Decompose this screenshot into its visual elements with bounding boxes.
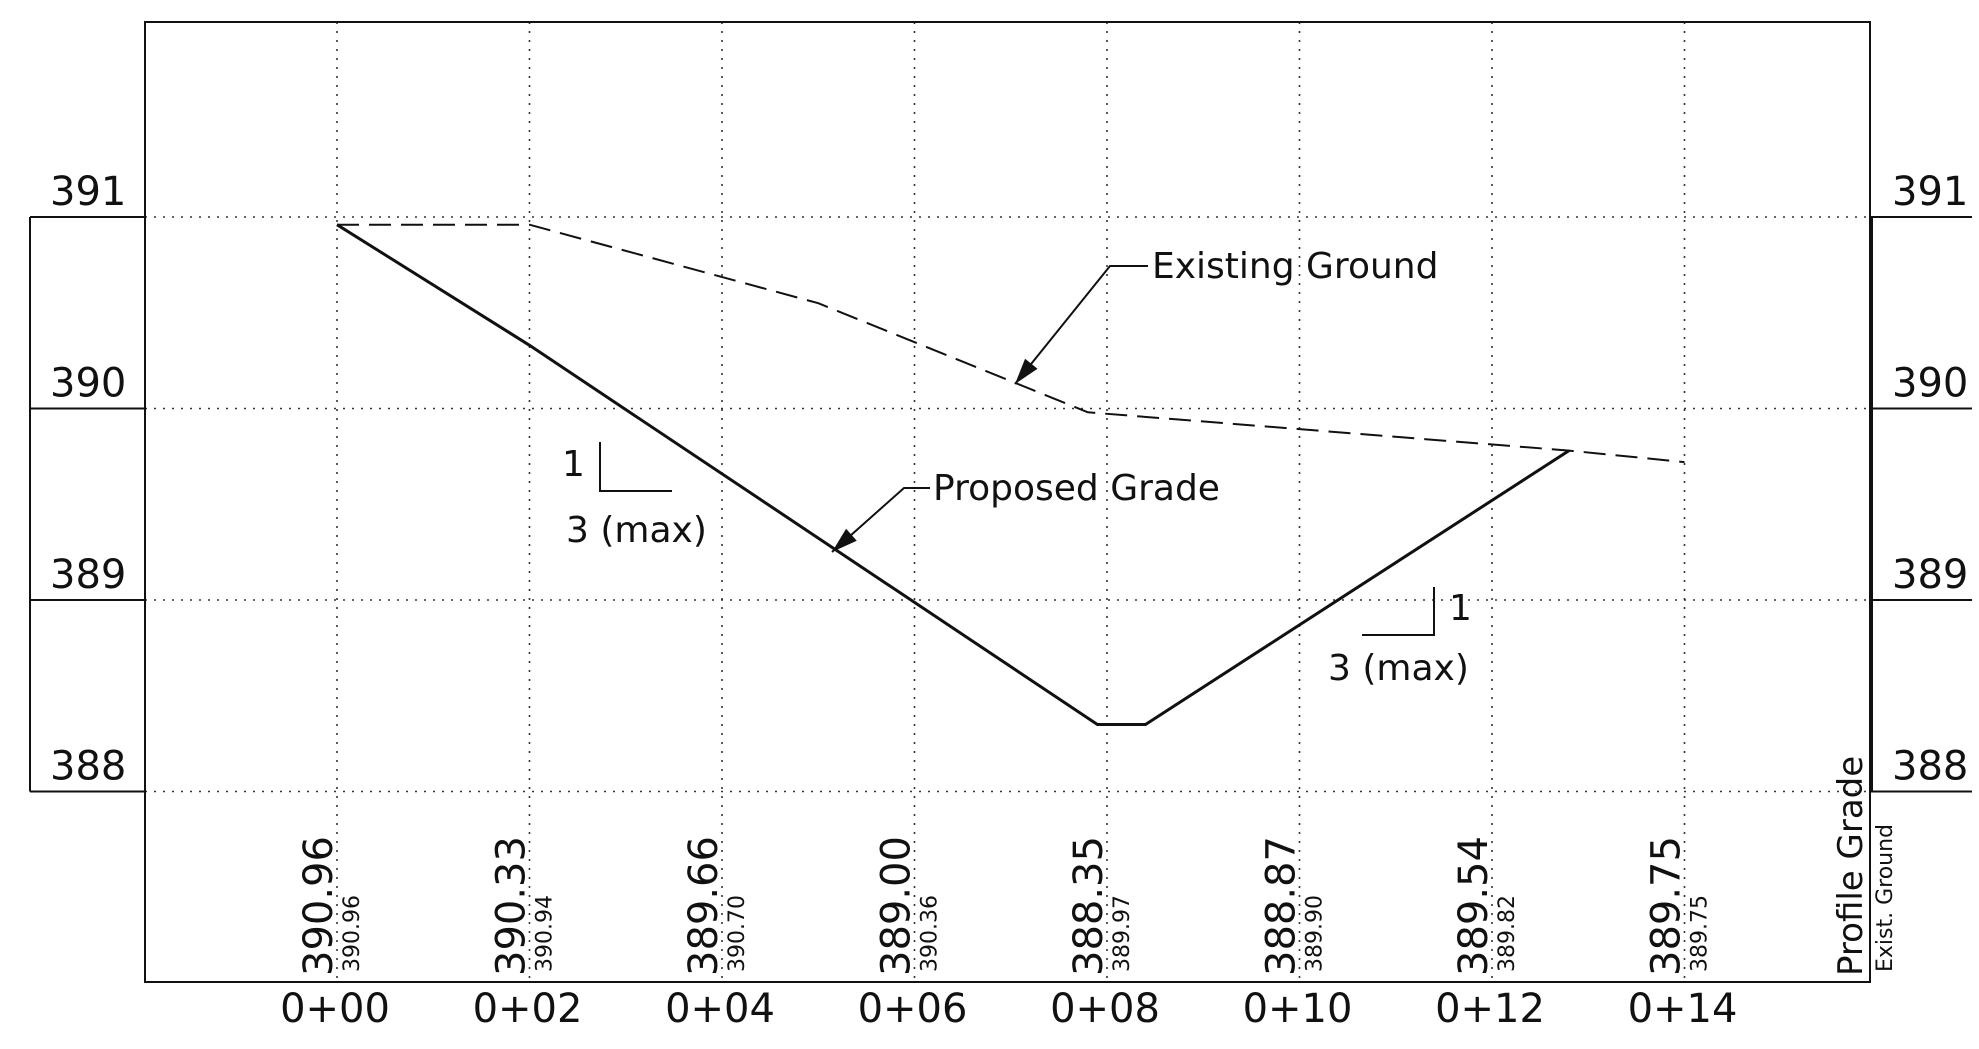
annotations: Existing Ground Proposed Grade 1 3 (max) 1 3 … [562, 246, 1472, 689]
proposed-grade-value: 388.35 [1066, 836, 1112, 976]
slope-run-right: 3 (max) [1328, 648, 1469, 689]
proposed-grade-value: 389.75 [1644, 836, 1690, 976]
existing-ground-value: 390.36 [918, 895, 943, 972]
existing-ground-value: 389.97 [1110, 895, 1135, 972]
y-tick-label-left: 388 [50, 744, 126, 790]
proposed-grade-value: 389.66 [681, 836, 727, 976]
slope-symbol-left [599, 442, 672, 492]
proposed-grade-leader [831, 487, 930, 553]
existing-ground-value: 390.96 [340, 895, 365, 972]
slope-rise-right: 1 [1449, 588, 1472, 629]
y-tick-label-left: 389 [50, 552, 126, 598]
x-tick-label: 0+10 [1243, 986, 1353, 1032]
existing-ground-value: 390.70 [725, 895, 750, 972]
x-tick-label: 0+12 [1435, 986, 1545, 1032]
x-tick-label: 0+14 [1628, 986, 1738, 1032]
x-tick-label: 0+04 [665, 986, 775, 1032]
proposed-grade-arrowhead [832, 528, 857, 552]
chart-frame [29, 21, 1972, 983]
slope-symbol-right [1362, 587, 1435, 636]
y-tick-label-right: 389 [1892, 552, 1968, 598]
labels: 388 388 389 389 390 390 391 391 0+00 390.96390.96… [50, 169, 1968, 1032]
y-tick-label-right: 391 [1892, 169, 1968, 215]
series-lines [336, 223, 1685, 726]
proposed-grade-value: 389.54 [1451, 836, 1497, 976]
y-tick-label-left: 391 [50, 169, 126, 215]
row-label-profile-grade: Profile Grade [1831, 756, 1871, 976]
slope-rise-left: 1 [562, 444, 585, 485]
existing-ground-leader [1014, 265, 1148, 385]
x-tick-label: 0+00 [280, 986, 390, 1032]
x-tick-label: 0+08 [1050, 986, 1160, 1032]
x-tick-label: 0+06 [858, 986, 968, 1032]
series-line-existing-ground [337, 223, 1685, 464]
x-tick-label: 0+02 [473, 986, 583, 1032]
proposed-grade-label: Proposed Grade [933, 468, 1220, 509]
proposed-grade-value: 389.00 [874, 836, 920, 976]
y-tick-label-right: 390 [1892, 361, 1968, 407]
y-tick-label-right: 388 [1892, 744, 1968, 790]
existing-ground-arrowhead [1015, 358, 1038, 384]
proposed-grade-value: 388.87 [1259, 836, 1305, 976]
proposed-grade-value: 390.96 [296, 836, 342, 976]
existing-ground-value: 389.90 [1303, 895, 1328, 972]
y-tick-label-left: 390 [50, 361, 126, 407]
series-line-proposed-grade [336, 223, 1570, 726]
proposed-grade-value: 390.33 [489, 836, 535, 976]
existing-ground-value: 390.94 [533, 895, 558, 972]
slope-run-left: 3 (max) [566, 510, 707, 551]
plot-frame [144, 21, 1871, 983]
existing-ground-value: 389.75 [1688, 895, 1713, 972]
row-label-exist-ground: Exist. Ground [1873, 824, 1898, 972]
existing-ground-label: Existing Ground [1152, 246, 1438, 287]
existing-ground-value: 389.82 [1495, 895, 1520, 972]
